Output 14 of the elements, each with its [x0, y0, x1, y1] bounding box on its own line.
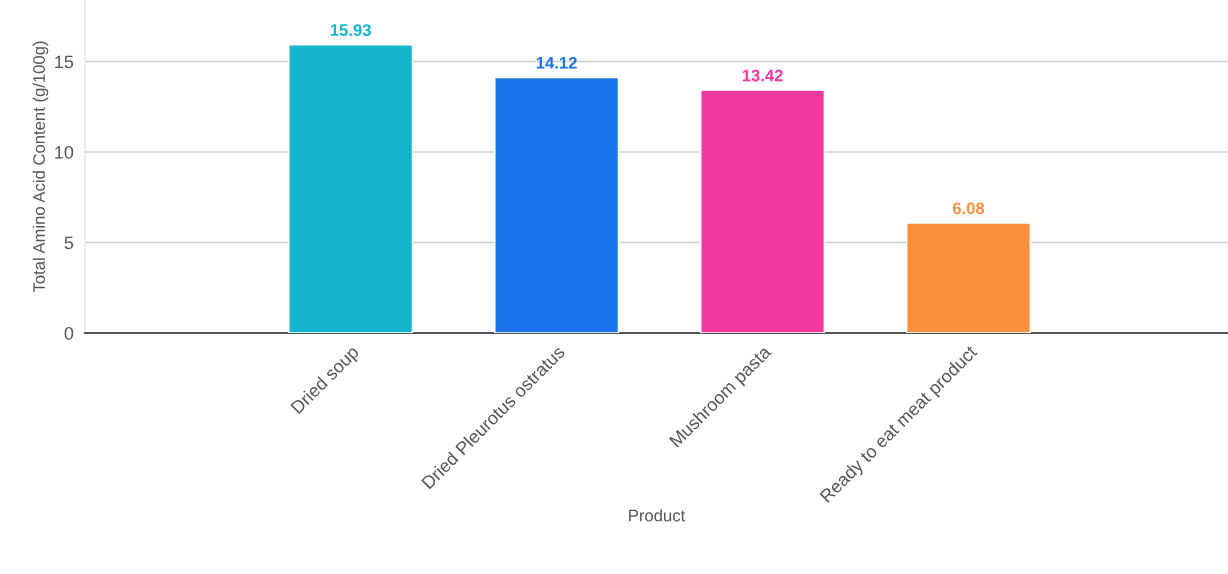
- y-tick-label: 0: [64, 326, 74, 340]
- y-tick-label: 10: [55, 145, 74, 159]
- bar: [288, 44, 414, 333]
- data-label: 6.08: [952, 202, 985, 215]
- data-label: 13.42: [742, 69, 783, 82]
- y-axis-title: Total Amino Acid Content (g/100g): [32, 41, 49, 293]
- data-label: 14.12: [536, 56, 577, 69]
- bar: [906, 222, 1031, 333]
- bar: [700, 89, 826, 333]
- bar: [494, 76, 620, 333]
- x-axis-title: Product: [629, 509, 686, 522]
- y-tick-label: 15: [55, 55, 74, 69]
- data-label: 15.93: [330, 24, 371, 36]
- y-tick-label: 5: [64, 236, 74, 250]
